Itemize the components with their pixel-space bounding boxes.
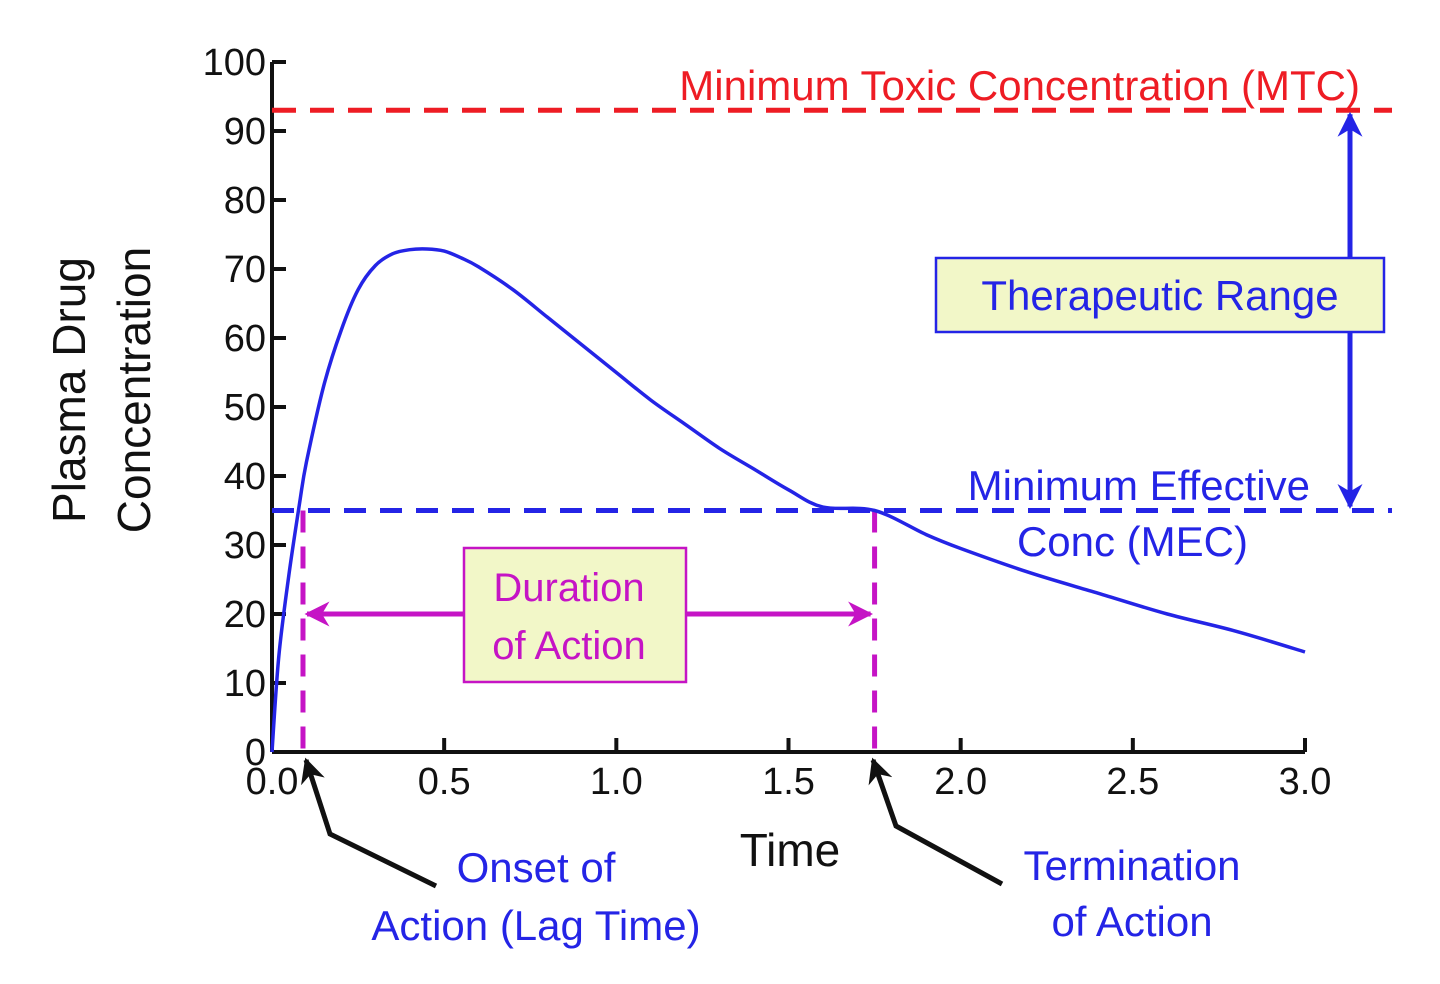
onset-label-line2: Action (Lag Time) xyxy=(371,902,700,949)
y-tick-label: 90 xyxy=(224,111,266,153)
y-tick-label: 100 xyxy=(203,42,266,84)
onset-label-line1: Onset of xyxy=(457,844,616,891)
mec-label-line2: Conc (MEC) xyxy=(1017,518,1248,565)
y-axis-title-line1: Plasma Drug xyxy=(43,257,95,523)
y-tick-label: 80 xyxy=(224,180,266,222)
axes xyxy=(270,62,1305,754)
termination-label-line2: of Action xyxy=(1051,898,1212,945)
y-tick-label: 0 xyxy=(245,732,266,774)
y-tick-label: 30 xyxy=(224,525,266,567)
y-tick-label: 20 xyxy=(224,594,266,636)
duration-of-action-box xyxy=(462,546,688,684)
x-tick-label: 0.5 xyxy=(418,761,471,803)
x-tick-label: 3.0 xyxy=(1279,761,1332,803)
y-tick-label: 40 xyxy=(224,456,266,498)
mec-label-line1: Minimum Effective xyxy=(968,462,1310,509)
x-tick-label: 1.0 xyxy=(590,761,643,803)
x-tick-label: 2.5 xyxy=(1106,761,1159,803)
x-axis-title: Time xyxy=(740,824,841,876)
y-tick-label: 50 xyxy=(224,387,266,429)
x-tick-label: 2.0 xyxy=(934,761,987,803)
y-axis-title-line2: Concentration xyxy=(108,247,160,533)
therapeutic-range-box xyxy=(934,256,1386,334)
x-tick-label: 1.5 xyxy=(762,761,815,803)
duration-label-line2: of Action xyxy=(492,624,645,668)
concentration-curve xyxy=(270,247,1306,753)
y-tick-label: 70 xyxy=(224,249,266,291)
therapeutic-range-label: Therapeutic Range xyxy=(981,272,1338,319)
termination-label-line1: Termination xyxy=(1023,842,1240,889)
y-axis-ticks: 0 10 20 30 40 50 60 70 80 90 100 xyxy=(203,42,286,774)
duration-label-line1: Duration xyxy=(493,566,644,610)
y-tick-label: 60 xyxy=(224,318,266,360)
x-tick-label: 0.0 xyxy=(246,761,299,803)
x-axis-ticks: 0.0 0.5 1.0 1.5 2.0 2.5 3.0 xyxy=(246,738,1332,803)
y-tick-label: 10 xyxy=(224,663,266,705)
mtc-label: Minimum Toxic Concentration (MTC) xyxy=(679,62,1360,109)
onset-pointer-arrow xyxy=(301,757,438,889)
termination-pointer-arrow xyxy=(868,757,1004,887)
